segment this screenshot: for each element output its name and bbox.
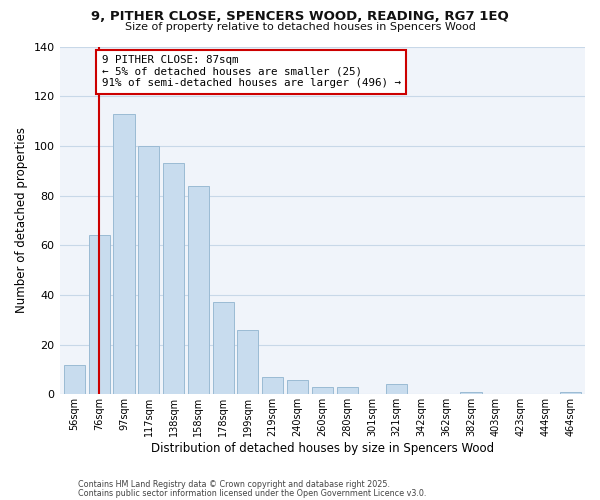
Bar — [560, 392, 581, 394]
Bar — [287, 380, 308, 394]
Text: 9, PITHER CLOSE, SPENCERS WOOD, READING, RG7 1EQ: 9, PITHER CLOSE, SPENCERS WOOD, READING,… — [91, 10, 509, 23]
Bar — [188, 186, 209, 394]
Text: Contains public sector information licensed under the Open Government Licence v3: Contains public sector information licen… — [78, 488, 427, 498]
X-axis label: Distribution of detached houses by size in Spencers Wood: Distribution of detached houses by size … — [151, 442, 494, 455]
Bar — [89, 236, 110, 394]
Text: Contains HM Land Registry data © Crown copyright and database right 2025.: Contains HM Land Registry data © Crown c… — [78, 480, 390, 489]
Bar — [262, 377, 283, 394]
Bar — [113, 114, 134, 394]
Text: 9 PITHER CLOSE: 87sqm
← 5% of detached houses are smaller (25)
91% of semi-detac: 9 PITHER CLOSE: 87sqm ← 5% of detached h… — [101, 55, 401, 88]
Bar — [386, 384, 407, 394]
Bar — [64, 364, 85, 394]
Bar — [212, 302, 233, 394]
Bar — [337, 387, 358, 394]
Bar — [312, 387, 333, 394]
Bar — [163, 164, 184, 394]
Bar — [238, 330, 259, 394]
Text: Size of property relative to detached houses in Spencers Wood: Size of property relative to detached ho… — [125, 22, 475, 32]
Bar — [138, 146, 160, 394]
Y-axis label: Number of detached properties: Number of detached properties — [15, 128, 28, 314]
Bar — [460, 392, 482, 394]
